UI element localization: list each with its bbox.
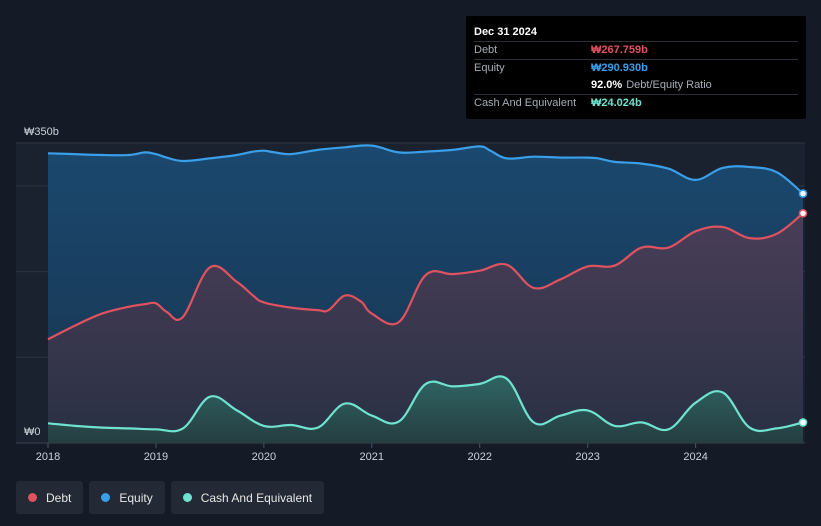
data-tooltip: Dec 31 2024 Debt ₩267.759b Equity ₩290.9… xyxy=(466,16,806,119)
y-axis-max-label: ₩350b xyxy=(24,126,59,138)
legend-debt-label: Debt xyxy=(46,490,72,505)
chart-legend: Debt Equity Cash And Equivalent xyxy=(16,481,325,514)
cash-dot-icon xyxy=(182,493,192,502)
tooltip-debt-row: Debt ₩267.759b xyxy=(474,41,798,58)
x-tick-label: 2018 xyxy=(36,451,60,463)
tooltip-equity-label: Equity xyxy=(474,62,505,74)
tooltip-debt-label: Debt xyxy=(474,44,498,56)
x-tick-label: 2022 xyxy=(467,451,491,463)
y-axis-min-label: ₩0 xyxy=(24,426,41,438)
legend-cash-label: Cash And Equivalent xyxy=(200,490,313,505)
x-tick-label: 2019 xyxy=(144,451,168,463)
equity-endpoint xyxy=(798,189,808,198)
tooltip-cash-label: Cash And Equivalent xyxy=(474,97,577,109)
equity-line xyxy=(47,144,804,195)
series-lines xyxy=(47,144,804,433)
debt-line xyxy=(47,212,804,341)
debt-endpoint xyxy=(798,208,808,218)
series-endpoints xyxy=(798,189,808,427)
tooltip-ratio-label: Debt/Equity Ratio xyxy=(626,79,712,91)
equity-dot-icon xyxy=(101,493,111,502)
legend-equity-label: Equity xyxy=(119,490,153,505)
legend-cash-button[interactable]: Cash And Equivalent xyxy=(170,481,325,514)
x-tick-label: 2023 xyxy=(575,451,599,463)
x-tick-label: 2024 xyxy=(683,451,707,463)
x-tick-label: 2021 xyxy=(360,451,384,463)
x-axis: 2018 2019 2020 2021 2022 2023 2024 xyxy=(36,443,708,463)
tooltip-ratio-value: 92.0% xyxy=(591,79,623,91)
tooltip-ratio-row: 92.0% Debt/Equity Ratio xyxy=(474,77,798,93)
cash-endpoint xyxy=(798,418,808,427)
debt-dot-icon xyxy=(28,493,37,502)
cash-line xyxy=(47,375,804,433)
tooltip-cash-row: Cash And Equivalent ₩24.024b xyxy=(474,94,798,111)
series-areas xyxy=(48,145,803,443)
legend-equity-button[interactable]: Equity xyxy=(89,481,165,514)
legend-debt-button[interactable]: Debt xyxy=(16,481,84,514)
tooltip-date: Dec 31 2024 xyxy=(474,26,537,38)
tooltip-equity-value: ₩290.930b xyxy=(591,62,648,74)
tooltip-debt-value: ₩267.759b xyxy=(591,44,648,56)
x-tick-label: 2020 xyxy=(252,451,276,463)
tooltip-cash-value: ₩24.024b xyxy=(591,97,642,109)
tooltip-equity-row: Equity ₩290.930b xyxy=(474,59,798,76)
debt-area xyxy=(48,213,803,443)
